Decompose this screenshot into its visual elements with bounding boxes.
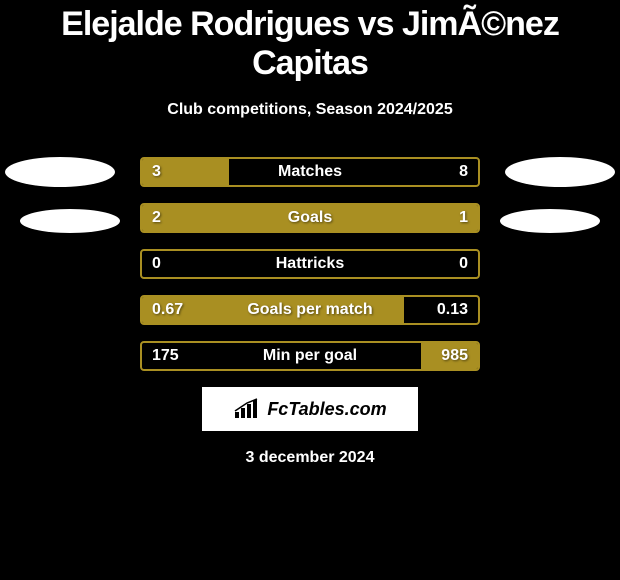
stat-value-right: 0 xyxy=(459,251,468,277)
stat-label: Min per goal xyxy=(142,343,478,369)
player-left-ellipse-1 xyxy=(5,157,115,187)
player-right-ellipse-1 xyxy=(505,157,615,187)
stat-row: 3Matches8 xyxy=(140,157,480,187)
stat-value-right: 8 xyxy=(459,159,468,185)
stat-row: 0.67Goals per match0.13 xyxy=(140,295,480,325)
bars-container: 3Matches8 2Goals1 0Hattricks0 0.67Goals per… xyxy=(140,157,480,371)
stat-label: Goals xyxy=(142,205,478,231)
subtitle: Club competitions, Season 2024/2025 xyxy=(0,101,620,119)
stat-label: Goals per match xyxy=(142,297,478,323)
stat-row: 175Min per goal985 xyxy=(140,341,480,371)
stat-value-right: 0.13 xyxy=(437,297,468,323)
player-left-ellipse-2 xyxy=(20,209,120,233)
page-title: Elejalde Rodrigues vs JimÃ©nez Capitas xyxy=(0,5,620,83)
stat-value-right: 985 xyxy=(441,343,468,369)
stat-row: 2Goals1 xyxy=(140,203,480,233)
player-right-ellipse-2 xyxy=(500,209,600,233)
footer-logo: FcTables.com xyxy=(202,387,418,431)
stat-label: Matches xyxy=(142,159,478,185)
stat-label: Hattricks xyxy=(142,251,478,277)
stat-value-right: 1 xyxy=(459,205,468,231)
comparison-infographic: Elejalde Rodrigues vs JimÃ©nez Capitas C… xyxy=(0,0,620,467)
footer-brand-text: FcTables.com xyxy=(267,399,386,420)
date-text: 3 december 2024 xyxy=(0,449,620,467)
stats-area: 3Matches8 2Goals1 0Hattricks0 0.67Goals per… xyxy=(0,157,620,371)
chart-icon xyxy=(233,398,261,420)
stat-row: 0Hattricks0 xyxy=(140,249,480,279)
